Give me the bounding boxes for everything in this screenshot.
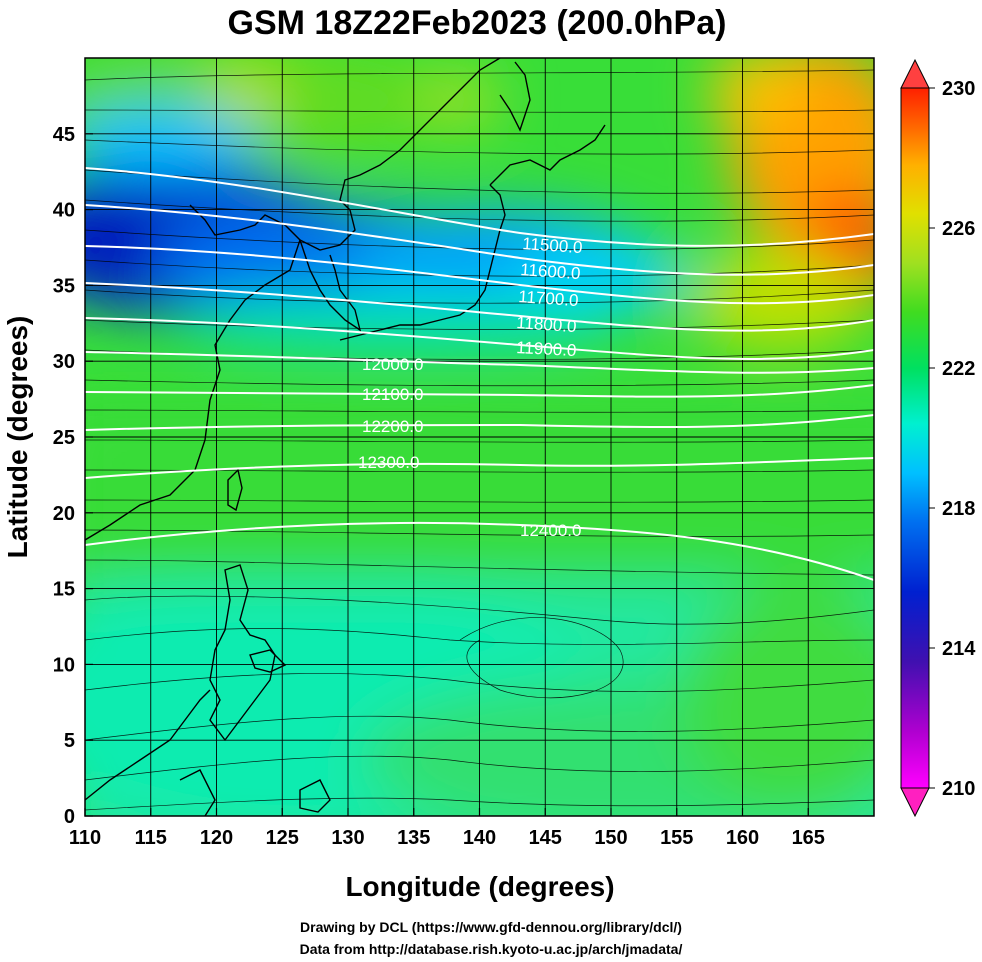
contour-11700 — [85, 245, 874, 305]
contour-label-12400: 12400.0 — [520, 521, 581, 540]
contour-label-12000: 12000.0 — [362, 355, 423, 374]
y-tick-label: 40 — [53, 200, 75, 222]
y-tick-label: 30 — [53, 351, 75, 373]
y-tick-label: 35 — [53, 275, 75, 297]
x-tick-label: 160 — [726, 827, 759, 849]
colorbar-gradient — [900, 87, 930, 789]
x-axis-label: Longitude (degrees) — [345, 871, 614, 902]
coastlines — [85, 58, 606, 816]
x-tick-label: 140 — [463, 827, 496, 849]
colorbar-top-triangle — [900, 58, 930, 89]
contour-12300 — [85, 457, 874, 479]
credit-data: Data from http://database.rish.kyoto-u.a… — [299, 941, 683, 957]
colorbar: 230 226 222 218 214 210 — [900, 58, 976, 818]
y-tick-label: 0 — [64, 806, 75, 828]
colorbar-tick-label: 210 — [942, 778, 975, 800]
y-axis-label: Latitude (degrees) — [2, 316, 33, 559]
contour-11600 — [85, 204, 874, 276]
contour-12400 — [85, 521, 874, 581]
x-tick-label: 120 — [200, 827, 233, 849]
contour-11500 — [85, 167, 874, 247]
colorbar-tick-label: 230 — [942, 78, 975, 100]
grid-lines — [85, 58, 874, 816]
contour-labels: 11500.0 11600.0 11700.0 11800.0 11900.0 … — [358, 234, 583, 540]
x-tick-label: 145 — [529, 827, 562, 849]
y-tick-label: 20 — [53, 503, 75, 525]
contour-label-11800: 11800.0 — [516, 313, 577, 336]
contour-11900 — [85, 317, 874, 360]
contour-label-11600: 11600.0 — [520, 260, 581, 283]
y-tick-label: 15 — [53, 579, 75, 601]
colorbar-tick-label: 214 — [942, 638, 976, 660]
colorbar-tick-label: 222 — [942, 358, 975, 380]
x-axis: 110 115 120 125 130 135 140 145 150 155 160 165 — [69, 808, 825, 849]
x-tick-label: 125 — [266, 827, 299, 849]
contour-label-12300: 12300.0 — [358, 453, 419, 472]
x-tick-label: 155 — [660, 827, 693, 849]
contour-label-12100: 12100.0 — [362, 385, 423, 404]
colorbar-bottom-triangle — [900, 787, 930, 818]
credit-drawing: Drawing by DCL (https://www.gfd-dennou.o… — [300, 919, 682, 935]
contour-label-11900: 11900.0 — [516, 338, 577, 360]
x-tick-label: 165 — [792, 827, 825, 849]
y-tick-label: 5 — [64, 730, 75, 752]
contour-label-11500: 11500.0 — [522, 234, 583, 257]
contour-12000 — [85, 351, 874, 374]
y-axis: 0 5 10 15 20 25 30 35 40 45 — [53, 124, 93, 828]
height-contours — [85, 167, 874, 581]
contour-11800 — [85, 282, 874, 332]
x-tick-label: 115 — [135, 827, 167, 849]
chart-title: GSM 18Z22Feb2023 (200.0hPa) — [228, 4, 727, 42]
x-tick-label: 130 — [331, 827, 364, 849]
x-tick-label: 150 — [594, 827, 627, 849]
contour-12200 — [85, 414, 874, 431]
colorbar-tick-label: 226 — [942, 218, 975, 240]
y-tick-label: 10 — [53, 654, 75, 676]
y-tick-label: 45 — [53, 124, 75, 146]
x-tick-label: 135 — [397, 827, 430, 849]
contour-label-12200: 12200.0 — [362, 417, 423, 436]
y-tick-label: 25 — [53, 427, 75, 449]
contour-12100 — [85, 384, 874, 398]
wind-streamlines — [85, 69, 874, 811]
contour-label-11700: 11700.0 — [518, 287, 579, 310]
colorbar-tick-label: 218 — [942, 498, 975, 520]
temperature-field: 11500.0 11600.0 11700.0 11800.0 11900.0 … — [85, 58, 874, 816]
x-tick-label: 110 — [69, 827, 101, 849]
